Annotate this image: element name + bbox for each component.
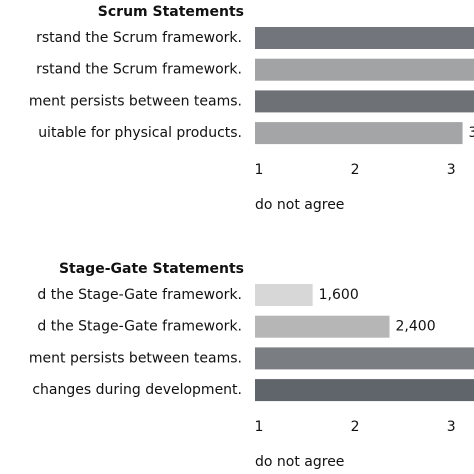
category-label: rstand the Scrum framework. [36, 30, 242, 46]
bar [255, 27, 474, 49]
x-tick-label: 1 [255, 419, 264, 435]
bar [255, 379, 474, 402]
bar [255, 122, 463, 145]
bar [255, 315, 390, 338]
category-label: d the Stage-Gate framework. [37, 319, 242, 335]
category-label: rstand the Scrum framework. [36, 62, 242, 78]
x-tick-label: 1 [255, 162, 264, 178]
category-label: uitable for physical products. [38, 125, 242, 141]
x-tick-label: 3 [447, 419, 456, 435]
bar [255, 90, 474, 113]
value-label: 2,400 [396, 319, 436, 335]
bar [255, 347, 474, 370]
chart-title: Stage-Gate Statements [59, 261, 244, 277]
value-label: 3 [469, 125, 474, 141]
x-tick-label: 2 [351, 162, 360, 178]
bar [255, 284, 313, 306]
category-label: ment persists between teams. [29, 93, 242, 109]
category-label: ment persists between teams. [29, 350, 242, 366]
bar [255, 58, 474, 81]
category-label: changes during development. [32, 382, 242, 398]
x-axis-label: do not agree [255, 197, 344, 213]
chart-title: Scrum Statements [98, 4, 244, 20]
x-axis-label: do not agree [255, 454, 344, 470]
x-tick-label: 3 [447, 162, 456, 178]
value-label: 1,600 [319, 287, 359, 303]
category-label: d the Stage-Gate framework. [37, 287, 242, 303]
x-tick-label: 2 [351, 419, 360, 435]
